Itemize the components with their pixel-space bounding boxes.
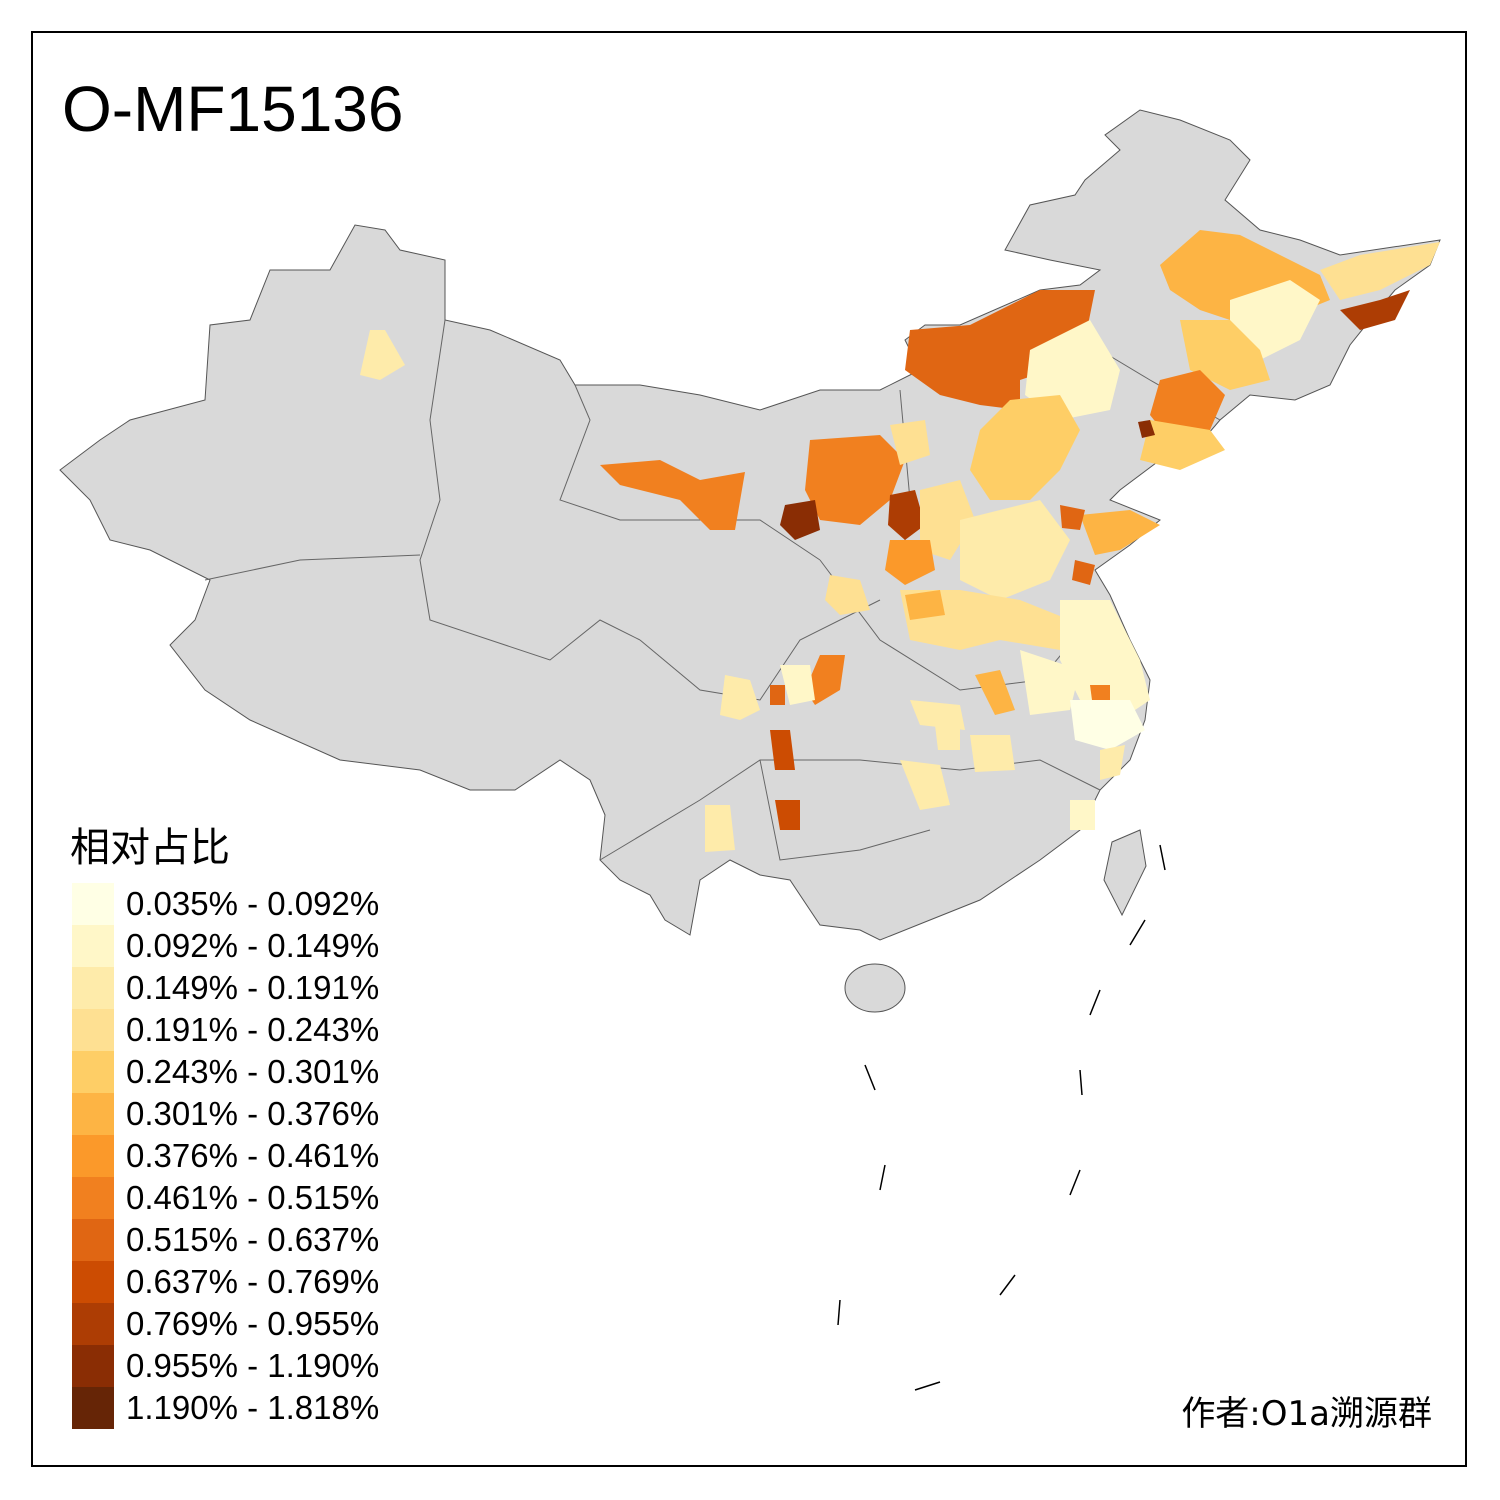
region [975, 670, 1015, 715]
region [888, 490, 925, 540]
region [1100, 745, 1125, 780]
region [935, 725, 960, 750]
region [890, 420, 930, 465]
region [960, 500, 1070, 600]
region [1060, 505, 1085, 530]
map-title: O-MF15136 [62, 73, 404, 145]
legend-item: 0.035% - 0.092% [72, 883, 379, 925]
region [1020, 650, 1080, 715]
region [775, 800, 800, 830]
region [780, 500, 820, 540]
legend-label: 1.190% - 1.818% [126, 1389, 380, 1426]
map-frame [31, 31, 1467, 1467]
region [805, 435, 905, 525]
legend-item: 0.637% - 0.769% [72, 1261, 379, 1303]
region [705, 805, 735, 852]
legend-item: 0.191% - 0.243% [72, 1009, 379, 1051]
legend-swatch [72, 1135, 114, 1177]
legend-label: 0.191% - 0.243% [126, 1011, 380, 1048]
legend-item: 0.461% - 0.515% [72, 1177, 379, 1219]
region [900, 760, 950, 810]
legend-label: 0.035% - 0.092% [126, 885, 380, 922]
region [970, 735, 1015, 772]
legend-swatch [72, 1093, 114, 1135]
legend-label: 0.637% - 0.769% [126, 1263, 380, 1300]
region [970, 395, 1080, 500]
region [825, 575, 870, 615]
region [360, 330, 405, 380]
legend-swatch [72, 925, 114, 967]
legend-item: 0.376% - 0.461% [72, 1135, 379, 1177]
region [1070, 700, 1145, 750]
region [1025, 320, 1120, 420]
legend-item: 0.955% - 1.190% [72, 1345, 379, 1387]
legend-swatch [72, 883, 114, 925]
region [1080, 510, 1160, 555]
region [1140, 420, 1225, 470]
colored-regions [360, 230, 1440, 852]
legend-item: 0.092% - 0.149% [72, 925, 379, 967]
region [1320, 242, 1440, 300]
legend-label: 0.149% - 0.191% [126, 969, 380, 1006]
legend-swatch [72, 1219, 114, 1261]
south-china-sea-islands [837, 844, 1166, 1391]
region [1070, 800, 1095, 830]
legend-label: 0.301% - 0.376% [126, 1095, 380, 1132]
region [805, 655, 845, 705]
legend-swatch [72, 1177, 114, 1219]
legend: 0.035% - 0.092% 0.092% - 0.149% 0.149% - 0… [72, 883, 379, 1429]
legend-label: 0.376% - 0.461% [126, 1137, 380, 1174]
legend-swatch [72, 1261, 114, 1303]
legend-swatch [72, 1303, 114, 1345]
legend-label: 0.769% - 0.955% [126, 1305, 380, 1342]
legend-swatch [72, 1051, 114, 1093]
region [720, 675, 760, 720]
legend-label: 0.515% - 0.637% [126, 1221, 380, 1258]
legend-label: 0.461% - 0.515% [126, 1179, 380, 1216]
region [1150, 370, 1225, 440]
region [885, 540, 935, 585]
region [1060, 600, 1150, 720]
legend-item: 1.190% - 1.818% [72, 1387, 379, 1429]
region [600, 460, 745, 530]
region [770, 685, 785, 705]
region [1138, 420, 1155, 438]
region [905, 290, 1095, 410]
hainan-island [844, 963, 906, 1013]
legend-swatch [72, 1387, 114, 1429]
legend-item: 0.769% - 0.955% [72, 1303, 379, 1345]
region [780, 665, 815, 705]
author-credit: 作者:O1a溯源群 [1181, 1394, 1432, 1434]
legend-swatch [72, 1345, 114, 1387]
legend-item: 0.149% - 0.191% [72, 967, 379, 1009]
legend-item: 0.301% - 0.376% [72, 1093, 379, 1135]
legend-label: 0.243% - 0.301% [126, 1053, 380, 1090]
legend-swatch [72, 1009, 114, 1051]
region [1340, 290, 1410, 330]
legend-item: 0.243% - 0.301% [72, 1051, 379, 1093]
region [1230, 280, 1320, 360]
legend-label: 0.955% - 1.190% [126, 1347, 380, 1384]
region [1072, 560, 1095, 585]
region [770, 730, 795, 770]
legend-label: 0.092% - 0.149% [126, 927, 380, 964]
legend-swatch [72, 967, 114, 1009]
legend-item: 0.515% - 0.637% [72, 1219, 379, 1261]
region [905, 590, 945, 620]
region [910, 700, 965, 730]
taiwan-island [1103, 829, 1147, 917]
legend-title: 相对占比 [70, 825, 230, 871]
region [1090, 685, 1110, 700]
